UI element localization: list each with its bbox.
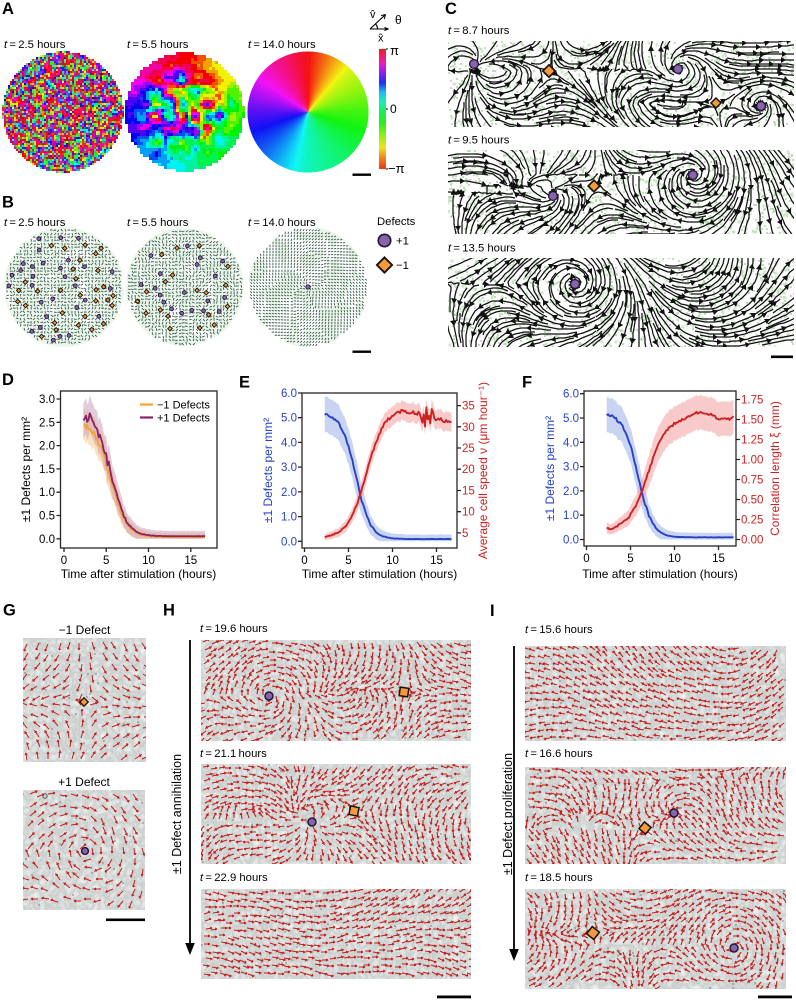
svg-text:15: 15 bbox=[184, 555, 197, 567]
svg-text:5: 5 bbox=[103, 555, 109, 567]
svg-text:3.0: 3.0 bbox=[281, 462, 297, 474]
svg-text:+1 Defect: +1 Defect bbox=[58, 775, 110, 789]
svg-text:20: 20 bbox=[462, 464, 475, 476]
svg-text:±1 Defects per mm²: ±1 Defects per mm² bbox=[543, 416, 557, 521]
svg-text:±1 Defects per mm²: ±1 Defects per mm² bbox=[261, 418, 275, 523]
svg-text:3.0: 3.0 bbox=[563, 462, 579, 474]
svg-text:±1 Defect proliferation: ±1 Defect proliferation bbox=[501, 753, 515, 875]
svg-text:x̂: x̂ bbox=[378, 33, 384, 45]
svg-text:G: G bbox=[3, 602, 16, 620]
svg-text:2.5: 2.5 bbox=[39, 417, 55, 429]
svg-text:15: 15 bbox=[462, 486, 475, 498]
svg-text:10: 10 bbox=[462, 507, 475, 519]
svg-text:π: π bbox=[390, 43, 399, 58]
svg-text:10: 10 bbox=[386, 555, 399, 567]
svg-text:5.0: 5.0 bbox=[281, 413, 297, 425]
svg-text:0.0: 0.0 bbox=[281, 536, 297, 548]
svg-text:t = 14.0 hours: t = 14.0 hours bbox=[248, 39, 316, 51]
svg-text:±1 Defects per mm²: ±1 Defects per mm² bbox=[19, 417, 33, 522]
svg-text:Time after stimulation (hours): Time after stimulation (hours) bbox=[302, 567, 458, 581]
svg-text:Defects: Defects bbox=[377, 216, 416, 228]
svg-text:0: 0 bbox=[61, 555, 67, 567]
svg-text:1.0: 1.0 bbox=[281, 512, 297, 524]
svg-text:t = 18.5 hours: t = 18.5 hours bbox=[525, 872, 593, 884]
svg-text:t = 5.5 hours: t = 5.5 hours bbox=[127, 217, 189, 229]
svg-text:4.0: 4.0 bbox=[563, 437, 579, 449]
svg-text:t = 16.6 hours: t = 16.6 hours bbox=[525, 748, 593, 760]
svg-text:−1 Defect: −1 Defect bbox=[59, 623, 111, 637]
svg-text:F: F bbox=[522, 374, 532, 392]
svg-text:−1: −1 bbox=[396, 260, 409, 272]
svg-text:15: 15 bbox=[712, 553, 725, 565]
svg-text:5.0: 5.0 bbox=[563, 413, 579, 425]
svg-text:2.0: 2.0 bbox=[281, 487, 297, 499]
svg-text:t = 5.5 hours: t = 5.5 hours bbox=[127, 39, 189, 51]
svg-text:H: H bbox=[163, 602, 175, 620]
svg-text:E: E bbox=[239, 374, 250, 392]
svg-text:2.0: 2.0 bbox=[563, 486, 579, 498]
svg-text:2.0: 2.0 bbox=[39, 441, 55, 453]
svg-text:0.0: 0.0 bbox=[39, 534, 55, 546]
svg-text:B: B bbox=[2, 194, 14, 212]
svg-text:30: 30 bbox=[462, 422, 475, 434]
svg-text:5: 5 bbox=[627, 553, 633, 565]
svg-text:v̂: v̂ bbox=[370, 9, 376, 21]
svg-text:10: 10 bbox=[142, 555, 155, 567]
svg-text:5: 5 bbox=[462, 528, 468, 540]
svg-text:0.5: 0.5 bbox=[39, 511, 55, 523]
svg-text:5: 5 bbox=[345, 555, 351, 567]
svg-text:t = 2.5 hours: t = 2.5 hours bbox=[4, 217, 66, 229]
svg-text:Average cell speed ν (μm hour⁻: Average cell speed ν (μm hour⁻¹) bbox=[476, 382, 490, 559]
svg-text:1.5: 1.5 bbox=[39, 464, 55, 476]
svg-text:+1: +1 bbox=[396, 236, 409, 248]
svg-text:D: D bbox=[2, 371, 14, 389]
svg-text:t = 19.6 hours: t = 19.6 hours bbox=[200, 623, 268, 635]
svg-text:0.75: 0.75 bbox=[741, 475, 763, 487]
svg-text:4.0: 4.0 bbox=[281, 437, 297, 449]
svg-text:t = 2.5 hours: t = 2.5 hours bbox=[4, 39, 66, 51]
svg-text:6.0: 6.0 bbox=[281, 388, 297, 400]
svg-text:Correlation length ξ (mm): Correlation length ξ (mm) bbox=[768, 401, 782, 536]
svg-text:0: 0 bbox=[583, 553, 589, 565]
svg-text:±1 Defect annihilation: ±1 Defect annihilation bbox=[170, 754, 184, 874]
svg-text:I: I bbox=[490, 602, 495, 620]
svg-text:−π: −π bbox=[388, 161, 405, 176]
svg-text:15: 15 bbox=[430, 555, 443, 567]
svg-text:A: A bbox=[2, 0, 14, 18]
svg-text:−1 Defects: −1 Defects bbox=[157, 400, 210, 412]
svg-text:1.75: 1.75 bbox=[741, 395, 763, 407]
svg-text:6.0: 6.0 bbox=[563, 389, 579, 401]
svg-text:10: 10 bbox=[668, 553, 681, 565]
svg-text:0.0: 0.0 bbox=[563, 535, 579, 547]
svg-text:1.0: 1.0 bbox=[39, 487, 55, 499]
svg-text:Time after stimulation (hours): Time after stimulation (hours) bbox=[61, 567, 217, 581]
svg-text:θ: θ bbox=[395, 13, 402, 27]
svg-text:+1 Defects: +1 Defects bbox=[157, 413, 210, 425]
svg-text:25: 25 bbox=[462, 443, 475, 455]
svg-text:C: C bbox=[445, 0, 457, 18]
svg-text:0: 0 bbox=[301, 555, 307, 567]
svg-text:t = 14.0 hours: t = 14.0 hours bbox=[248, 217, 316, 229]
svg-text:0.50: 0.50 bbox=[741, 495, 763, 507]
svg-text:t = 9.5 hours: t = 9.5 hours bbox=[448, 135, 510, 147]
svg-text:1.0: 1.0 bbox=[563, 510, 579, 522]
svg-text:Time after stimulation (hours): Time after stimulation (hours) bbox=[582, 567, 738, 581]
svg-text:1.50: 1.50 bbox=[741, 415, 763, 427]
svg-text:1.00: 1.00 bbox=[741, 455, 763, 467]
svg-text:t = 15.6 hours: t = 15.6 hours bbox=[525, 624, 593, 636]
svg-text:t = 8.7 hours: t = 8.7 hours bbox=[448, 25, 510, 37]
svg-text:t = 13.5 hours: t = 13.5 hours bbox=[448, 243, 516, 255]
svg-text:35: 35 bbox=[462, 401, 475, 413]
svg-text:t = 21.1 hours: t = 21.1 hours bbox=[200, 748, 267, 760]
svg-text:0.25: 0.25 bbox=[741, 515, 763, 527]
svg-text:0: 0 bbox=[390, 102, 397, 116]
svg-text:1.25: 1.25 bbox=[741, 435, 763, 447]
svg-text:0.00: 0.00 bbox=[741, 535, 763, 547]
svg-text:3.0: 3.0 bbox=[39, 394, 55, 406]
svg-text:t = 22.9 hours: t = 22.9 hours bbox=[200, 872, 268, 884]
